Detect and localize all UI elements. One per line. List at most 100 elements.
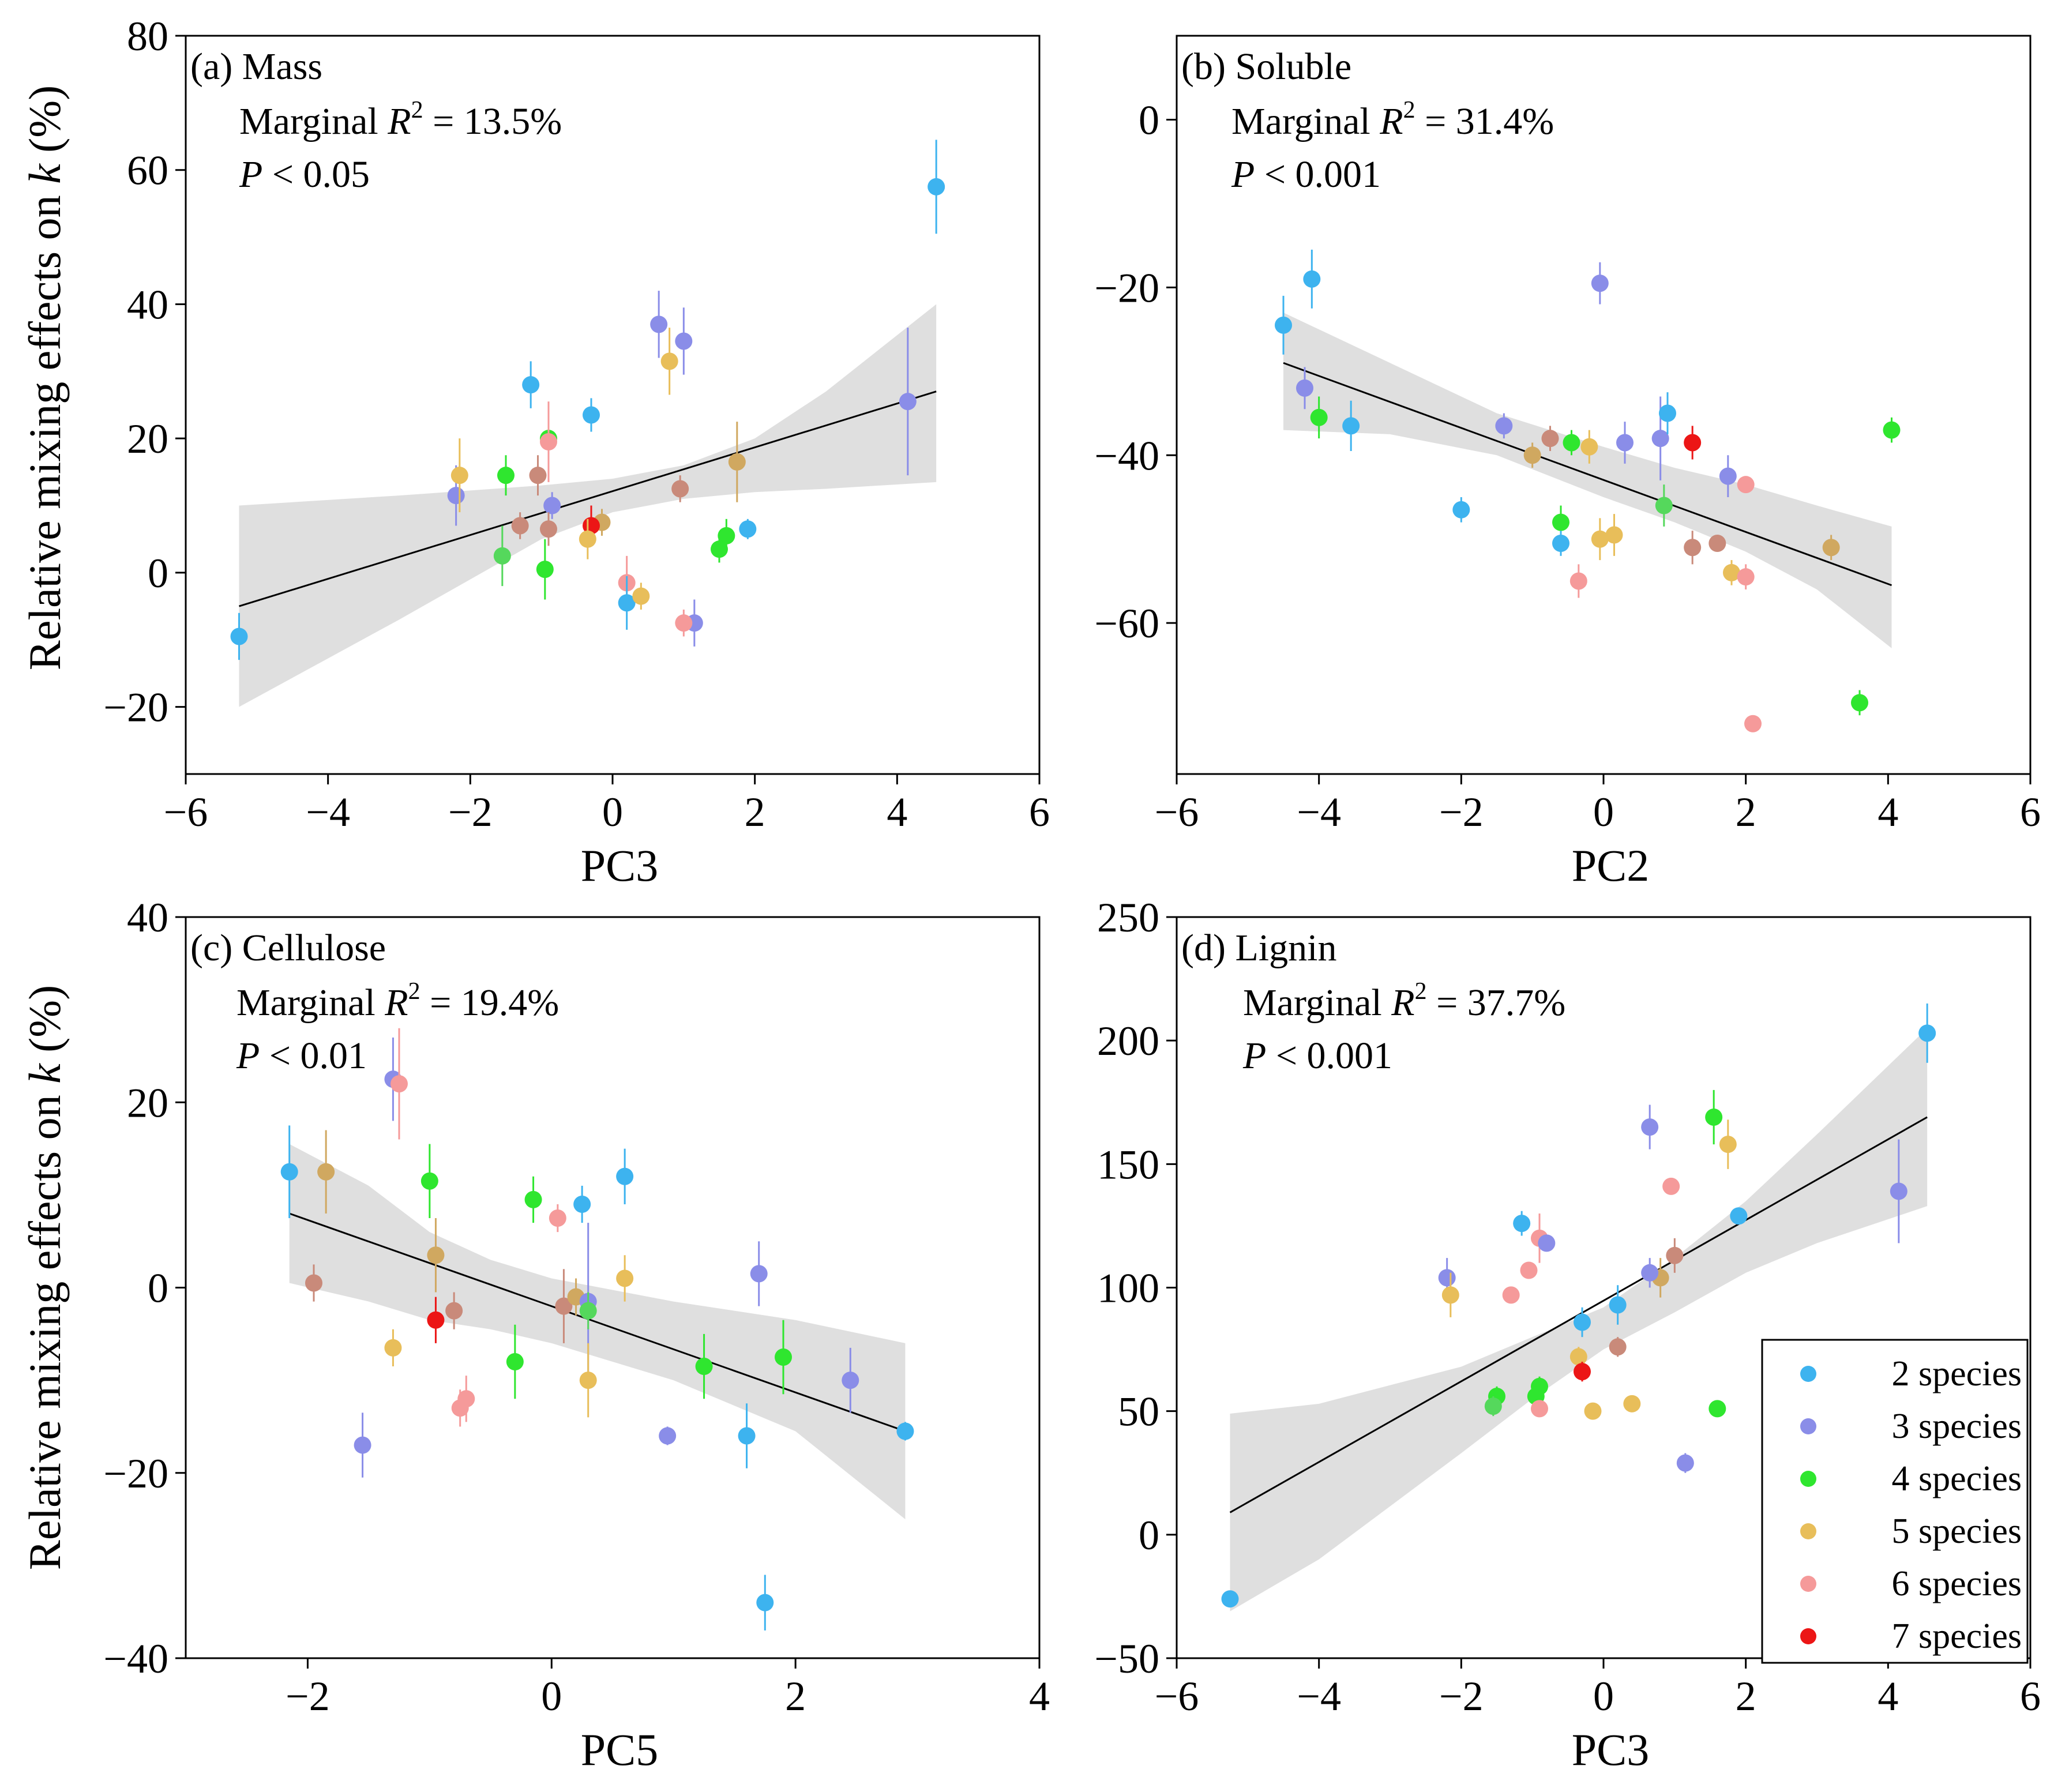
- y-tick-label: −40: [1094, 433, 1159, 479]
- point-marker: [675, 332, 693, 350]
- y-tick-label: 80: [127, 13, 168, 59]
- point-marker: [660, 352, 678, 370]
- data-point: [711, 535, 728, 563]
- data-point: [1659, 392, 1676, 434]
- point-marker: [632, 587, 650, 605]
- legend-label: 4 species: [1891, 1459, 2022, 1498]
- legend-marker: [1800, 1471, 1816, 1487]
- point-marker: [497, 467, 515, 484]
- panel-title-a: (a) Mass: [190, 46, 322, 88]
- point-marker: [579, 1302, 597, 1320]
- point-marker: [1591, 275, 1609, 292]
- data-point: [1655, 484, 1673, 527]
- point-marker: [738, 1427, 756, 1445]
- point-marker: [896, 1422, 914, 1440]
- data-point: [695, 1333, 713, 1399]
- x-tick-label: 4: [1029, 1673, 1050, 1719]
- marginal-r2-a: Marginal R2 = 13.5%: [239, 97, 562, 142]
- data-point: [1580, 430, 1598, 464]
- legend-marker: [1800, 1576, 1816, 1592]
- point-marker: [1708, 1400, 1726, 1418]
- x-axis-title-a: PC3: [581, 840, 658, 891]
- data-point: [583, 398, 600, 432]
- point-marker: [1641, 1118, 1659, 1136]
- data-point: [1883, 417, 1901, 443]
- data-point: [493, 525, 511, 587]
- p-value-a: P < 0.05: [239, 153, 370, 196]
- x-tick-label: −6: [1155, 1673, 1199, 1719]
- data-point: [1708, 535, 1726, 552]
- data-point: [1563, 430, 1580, 456]
- data-point: [1538, 1234, 1556, 1252]
- legend-item: 3 species: [1800, 1407, 2022, 1446]
- data-point: [1452, 497, 1470, 523]
- x-axis-title-d: PC3: [1572, 1725, 1649, 1775]
- point-marker: [899, 393, 917, 411]
- data-point: [1484, 1396, 1502, 1417]
- data-point: [1502, 1286, 1520, 1304]
- point-marker: [1744, 715, 1762, 732]
- point-marker: [1666, 1246, 1684, 1264]
- data-point: [650, 291, 668, 358]
- data-point: [928, 140, 945, 234]
- data-point: [616, 1148, 634, 1204]
- point-marker: [583, 406, 600, 424]
- point-marker: [522, 376, 540, 394]
- point-marker: [728, 453, 746, 471]
- y-tick-label: 40: [127, 281, 168, 328]
- point-marker: [317, 1163, 335, 1181]
- data-point: [1641, 1258, 1659, 1288]
- data-point: [1705, 1090, 1723, 1145]
- data-point: [506, 1324, 524, 1399]
- point-marker: [1552, 535, 1569, 552]
- point-marker: [573, 1195, 591, 1213]
- point-marker: [1591, 530, 1609, 548]
- legend: 2 species 3 species 4 species 5 species 6 sp…: [1761, 1339, 2029, 1664]
- point-marker: [280, 1163, 298, 1181]
- panel-d: −6 −4 −2 0 2 4 6 −50 0 50 100 150 200 250 PC3 (d) Ligni…: [1094, 895, 2041, 1775]
- point-marker: [427, 1311, 445, 1329]
- point-marker: [1569, 1348, 1587, 1366]
- x-tick-label: 6: [2020, 1673, 2041, 1719]
- point-marker: [511, 517, 529, 535]
- data-point: [1708, 1400, 1726, 1418]
- legend-item: 4 species: [1800, 1459, 2022, 1498]
- point-marker: [1730, 1207, 1748, 1225]
- legend-label: 6 species: [1891, 1564, 2022, 1603]
- point-marker: [457, 1390, 475, 1408]
- point-marker: [1441, 1286, 1459, 1304]
- x-axis-title-b: PC2: [1572, 840, 1649, 891]
- p-value-b: P < 0.001: [1231, 153, 1381, 196]
- data-point: [540, 512, 557, 546]
- point-marker: [450, 467, 468, 484]
- point-marker: [1342, 417, 1360, 435]
- data-point: [450, 438, 468, 513]
- data-point: [427, 1297, 445, 1343]
- data-point: [1623, 1395, 1641, 1412]
- x-tick-label: 0: [541, 1673, 562, 1719]
- point-marker: [354, 1436, 371, 1454]
- point-marker: [1275, 316, 1292, 334]
- data-point: [1303, 249, 1321, 309]
- point-marker: [536, 561, 554, 578]
- point-marker: [1641, 1264, 1659, 1282]
- data-point: [1520, 1261, 1538, 1279]
- data-point: [524, 1176, 542, 1223]
- point-marker: [1705, 1108, 1723, 1126]
- point-marker: [540, 520, 557, 538]
- point-marker: [1737, 568, 1755, 586]
- point-marker: [1719, 467, 1737, 485]
- data-point: [675, 609, 693, 637]
- x-tick-label: 2: [745, 789, 765, 835]
- y-tick-label: 40: [127, 895, 168, 941]
- y-tick-label: 200: [1097, 1018, 1159, 1064]
- data-point: [354, 1412, 371, 1478]
- data-point: [1890, 1139, 1907, 1243]
- x-tick-label: −4: [306, 789, 350, 835]
- x-tick-label: 4: [1877, 789, 1898, 835]
- data-point: [1822, 535, 1840, 561]
- y-tick-label: 0: [148, 550, 168, 596]
- point-marker: [524, 1190, 542, 1208]
